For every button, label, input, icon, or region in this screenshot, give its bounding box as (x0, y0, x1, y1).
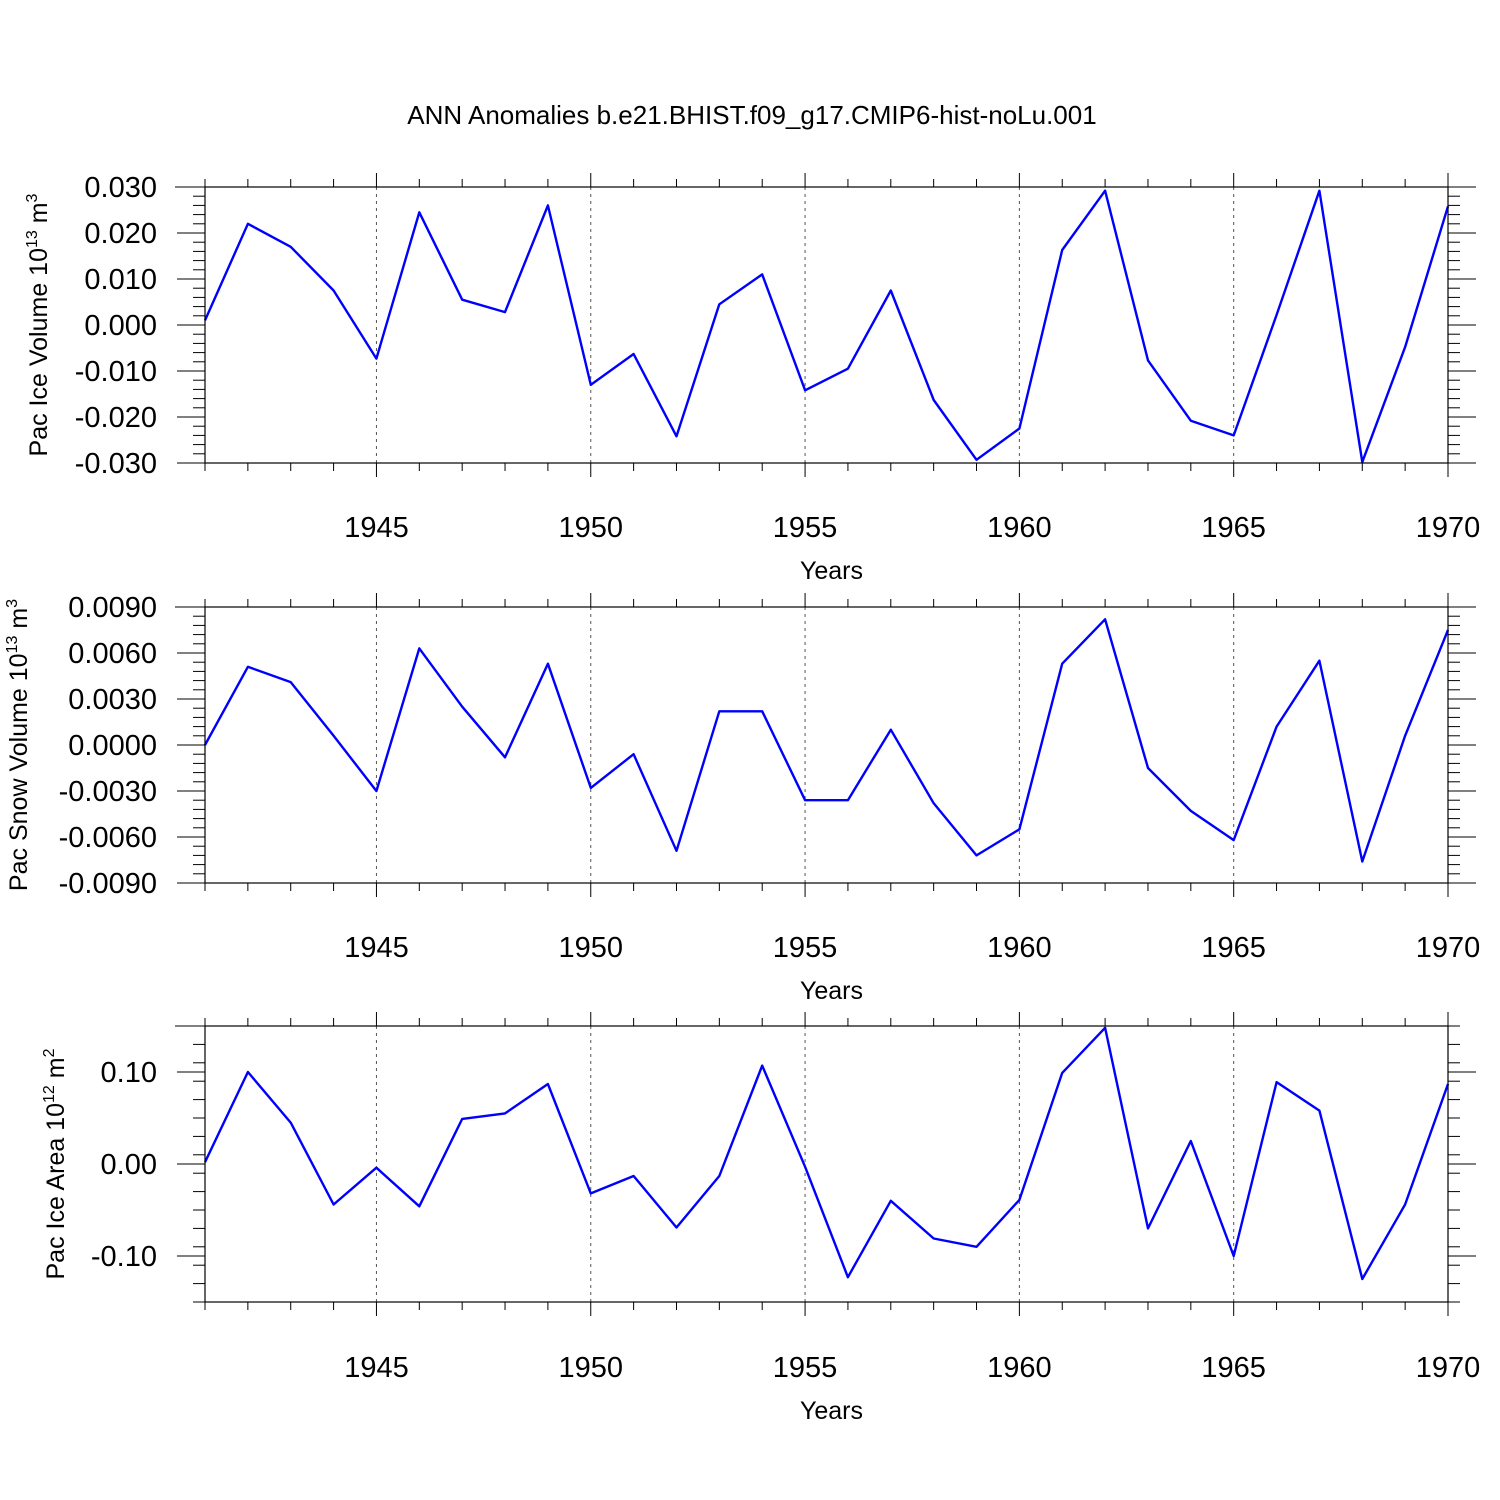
x-tick-label: 1960 (987, 512, 1052, 544)
x-tick-labels: 1945 1950 1955 1960 1965 1970 (344, 1352, 1480, 1384)
y-tick-label: 0.00 (101, 1149, 157, 1181)
y-tick-labels: -0.030 -0.020 -0.010 0.000 0.010 0.020 0.030 (75, 172, 157, 480)
y-axis-title-unit: m (25, 202, 53, 230)
y-tick-label: 0.0090 (68, 592, 157, 624)
plot-frame (204, 1025, 1449, 1303)
x-tick-label: 1970 (1416, 1352, 1481, 1384)
x-tick-label: 1955 (773, 1352, 838, 1384)
x-tick-label: 1955 (773, 932, 838, 964)
y-tick-label: 0.0030 (68, 684, 157, 716)
y-tick-label: 0.0000 (68, 730, 157, 762)
y-tick-label: -0.0030 (59, 776, 157, 808)
y-tick-label: -0.030 (75, 448, 157, 480)
y-tick-labels: -0.0090 -0.0060 -0.0030 0.0000 0.0030 0.0060 0… (59, 592, 157, 900)
y-tick-label: 0.10 (101, 1057, 157, 1089)
x-tick-label: 1945 (344, 932, 409, 964)
y-tick-label: -0.10 (91, 1241, 157, 1273)
axis-ticks (175, 593, 1476, 897)
y-tick-label: 0.000 (84, 310, 157, 342)
x-axis-title: Years (800, 1397, 863, 1425)
plot-frame (204, 186, 1449, 464)
y-tick-label: 0.010 (84, 264, 157, 296)
panel-ice-area: -0.10 0.00 0.10 1945 1950 1955 1960 1965 1970 Y… (41, 1012, 1480, 1425)
y-axis-title-unit-exponent: 3 (24, 193, 41, 202)
x-tick-label: 1945 (344, 512, 409, 544)
x-tick-label: 1955 (773, 512, 838, 544)
x-axis-title: Years (800, 977, 863, 1005)
x-tick-label: 1960 (987, 1352, 1052, 1384)
x-tick-label: 1970 (1416, 512, 1481, 544)
panel-snow-volume: -0.0090 -0.0060 -0.0030 0.0000 0.0030 0.0060 0… (4, 592, 1480, 1005)
y-tick-label: 0.0060 (68, 638, 157, 670)
vertical-gridlines (375, 187, 1235, 463)
y-tick-label: 0.020 (84, 218, 157, 250)
y-tick-label: -0.020 (75, 402, 157, 434)
y-tick-label: -0.0090 (59, 868, 157, 900)
y-axis-title-unit: m (42, 1057, 70, 1085)
y-tick-label: -0.0060 (59, 822, 157, 854)
x-tick-label: 1945 (344, 1352, 409, 1384)
x-tick-label: 1950 (559, 932, 624, 964)
y-tick-label: 0.030 (84, 172, 157, 204)
x-tick-label: 1965 (1201, 932, 1266, 964)
y-axis-title-exponent: 13 (4, 636, 21, 654)
x-tick-labels: 1945 1950 1955 1960 1965 1970 (344, 932, 1480, 964)
y-axis-title-text: Pac Snow Volume 10 (5, 653, 33, 891)
x-tick-label: 1950 (559, 512, 624, 544)
y-axis-title-exponent: 12 (41, 1085, 58, 1103)
panel-ice-volume: -0.030 -0.020 -0.010 0.000 0.010 0.020 0.030 1… (24, 172, 1480, 585)
x-tick-label: 1950 (559, 1352, 624, 1384)
x-tick-label: 1965 (1201, 512, 1266, 544)
y-axis-title: Pac Ice Volume 1013 m3 (24, 193, 53, 456)
plot-frame (204, 606, 1449, 884)
chart-title: ANN Anomalies b.e21.BHIST.f09_g17.CMIP6-… (407, 100, 1096, 130)
y-axis-title-unit-exponent: 2 (41, 1048, 58, 1057)
y-axis-title-text: Pac Ice Volume 10 (25, 248, 53, 456)
axis-ticks (175, 173, 1476, 477)
x-axis-title: Years (800, 557, 863, 585)
y-axis-title-text: Pac Ice Area 10 (42, 1103, 70, 1280)
x-tick-label: 1965 (1201, 1352, 1266, 1384)
y-axis-title: Pac Ice Area 1012 m2 (41, 1048, 70, 1279)
x-tick-label: 1970 (1416, 932, 1481, 964)
snow-volume-line (203, 618, 1450, 863)
axis-ticks (175, 1012, 1476, 1316)
ice-volume-line (203, 189, 1450, 464)
y-tick-label: -0.010 (75, 356, 157, 388)
y-axis-title: Pac Snow Volume 1013 m3 (4, 599, 33, 891)
y-tick-labels: -0.10 0.00 0.10 (91, 1057, 157, 1273)
x-tick-label: 1960 (987, 932, 1052, 964)
y-axis-title-unit-exponent: 3 (4, 599, 21, 608)
y-axis-title-unit: m (5, 608, 33, 636)
vertical-gridlines (375, 607, 1235, 883)
y-axis-title-exponent: 13 (24, 230, 41, 248)
ice-area-line (203, 1026, 1450, 1281)
x-tick-labels: 1945 1950 1955 1960 1965 1970 (344, 512, 1480, 544)
